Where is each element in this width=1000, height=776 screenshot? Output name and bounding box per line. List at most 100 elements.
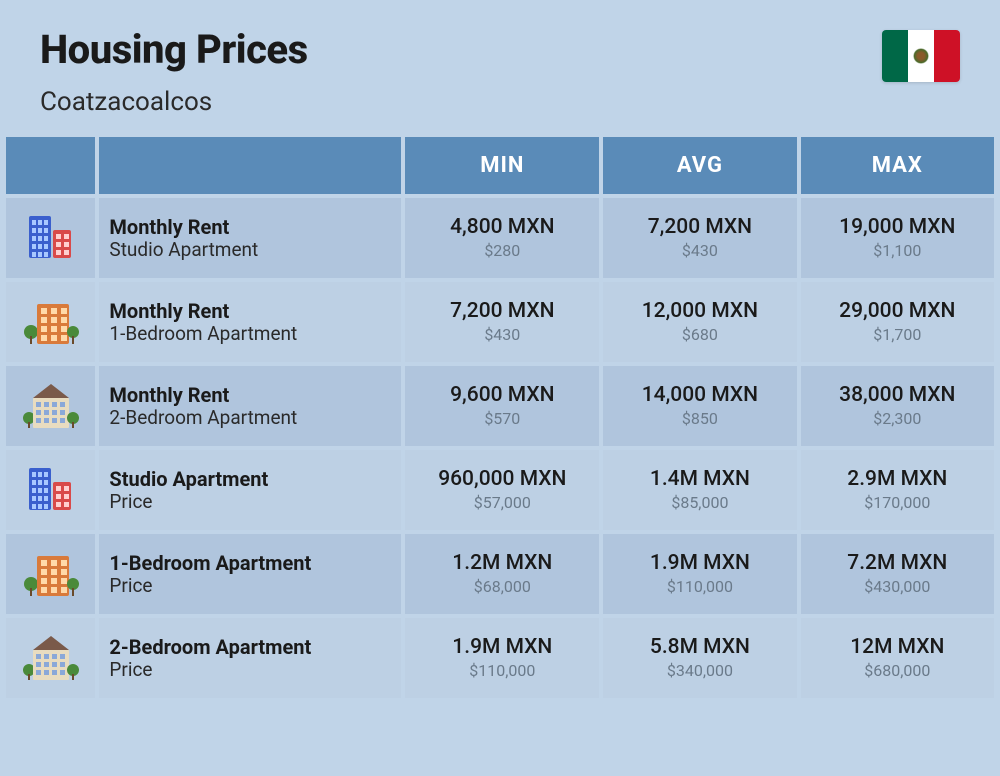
row-subtitle: 1-Bedroom Apartment	[109, 323, 391, 345]
row-icon-cell	[6, 198, 95, 278]
value-usd: $1,700	[811, 325, 984, 344]
row-icon-cell	[6, 366, 95, 446]
cell-min: 1.2M MXN $68,000	[405, 534, 599, 614]
value-mxn: 7,200 MXN	[415, 300, 589, 323]
row-label-cell: 1-Bedroom ApartmentPrice	[99, 534, 401, 614]
cell-min: 9,600 MXN $570	[405, 366, 599, 446]
header-max: MAX	[801, 137, 994, 194]
building-house-icon	[23, 378, 79, 430]
table-row: Monthly Rent2-Bedroom Apartment9,600 MXN…	[6, 366, 994, 446]
value-usd: $110,000	[613, 577, 786, 596]
table-row: Monthly RentStudio Apartment 4,800 MXN $28…	[6, 198, 994, 278]
value-mxn: 1.2M MXN	[415, 552, 589, 575]
cell-min: 4,800 MXN $280	[405, 198, 599, 278]
cell-avg: 5.8M MXN $340,000	[603, 618, 796, 698]
value-mxn: 1.9M MXN	[415, 636, 589, 659]
page-subtitle: Coatzacoalcos	[40, 87, 960, 117]
value-usd: $430	[415, 325, 589, 344]
header-avg: AVG	[603, 137, 796, 194]
value-mxn: 7,200 MXN	[613, 216, 786, 239]
value-mxn: 2.9M MXN	[811, 468, 984, 491]
row-title: Monthly Rent	[109, 300, 391, 323]
row-icon-cell	[6, 450, 95, 530]
table-row: 1-Bedroom ApartmentPrice1.2M MXN$68,0001…	[6, 534, 994, 614]
cell-min: 7,200 MXN $430	[405, 282, 599, 362]
value-usd: $68,000	[415, 577, 589, 596]
value-mxn: 12,000 MXN	[613, 300, 786, 323]
pricing-table: MIN AVG MAX Monthly RentStudio Apartment…	[0, 133, 1000, 702]
value-usd: $85,000	[613, 493, 786, 512]
value-usd: $340,000	[613, 661, 786, 680]
row-title: Monthly Rent	[109, 216, 391, 239]
value-usd: $57,000	[415, 493, 589, 512]
cell-max: 38,000 MXN $2,300	[801, 366, 994, 446]
cell-min: 1.9M MXN $110,000	[405, 618, 599, 698]
value-mxn: 14,000 MXN	[613, 384, 786, 407]
cell-max: 2.9M MXN $170,000	[801, 450, 994, 530]
value-mxn: 1.4M MXN	[613, 468, 786, 491]
value-mxn: 38,000 MXN	[811, 384, 984, 407]
mexico-flag-icon	[882, 30, 960, 82]
table-row: 2-Bedroom ApartmentPrice 1.9M MXN $110,000…	[6, 618, 994, 698]
value-mxn: 1.9M MXN	[613, 552, 786, 575]
row-label-cell: Monthly Rent1-Bedroom Apartment	[99, 282, 401, 362]
row-subtitle: Price	[109, 575, 391, 597]
row-label-cell: 2-Bedroom ApartmentPrice	[99, 618, 401, 698]
value-usd: $430,000	[811, 577, 984, 596]
row-subtitle: Price	[109, 491, 391, 513]
value-mxn: 5.8M MXN	[613, 636, 786, 659]
value-usd: $680,000	[811, 661, 984, 680]
building-blue-red-icon	[23, 210, 79, 262]
value-usd: $680	[613, 325, 786, 344]
building-blue-red-icon	[23, 462, 79, 514]
cell-max: 29,000 MXN $1,700	[801, 282, 994, 362]
cell-max: 19,000 MXN $1,100	[801, 198, 994, 278]
cell-avg: 7,200 MXN $430	[603, 198, 796, 278]
row-subtitle: Studio Apartment	[109, 239, 391, 261]
value-mxn: 4,800 MXN	[415, 216, 589, 239]
page-title: Housing Prices	[40, 26, 960, 73]
value-usd: $2,300	[811, 409, 984, 428]
row-label-cell: Monthly RentStudio Apartment	[99, 198, 401, 278]
value-usd: $1,100	[811, 241, 984, 260]
building-orange-icon	[23, 294, 79, 346]
cell-avg: 1.9M MXN $110,000	[603, 534, 796, 614]
table-header-row: MIN AVG MAX	[6, 137, 994, 194]
value-usd: $430	[613, 241, 786, 260]
building-orange-icon	[23, 546, 79, 598]
value-mxn: 7.2M MXN	[811, 552, 984, 575]
row-title: Monthly Rent	[109, 384, 391, 407]
value-usd: $110,000	[415, 661, 589, 680]
row-title: 2-Bedroom Apartment	[109, 636, 391, 659]
value-usd: $850	[613, 409, 786, 428]
header-blank-label	[99, 137, 401, 194]
building-house-icon	[23, 630, 79, 682]
value-usd: $280	[415, 241, 589, 260]
header-blank-icon	[6, 137, 95, 194]
value-mxn: 29,000 MXN	[811, 300, 984, 323]
row-subtitle: 2-Bedroom Apartment	[109, 407, 391, 429]
cell-min: 960,000 MXN $57,000	[405, 450, 599, 530]
value-usd: $570	[415, 409, 589, 428]
value-mxn: 960,000 MXN	[415, 468, 589, 491]
header: Housing Prices Coatzacoalcos	[0, 0, 1000, 133]
cell-avg: 12,000 MXN $680	[603, 282, 796, 362]
value-usd: $170,000	[811, 493, 984, 512]
value-mxn: 9,600 MXN	[415, 384, 589, 407]
cell-max: 12M MXN $680,000	[801, 618, 994, 698]
row-icon-cell	[6, 618, 95, 698]
cell-avg: 14,000 MXN $850	[603, 366, 796, 446]
cell-avg: 1.4M MXN $85,000	[603, 450, 796, 530]
row-title: 1-Bedroom Apartment	[109, 552, 391, 575]
row-label-cell: Studio ApartmentPrice	[99, 450, 401, 530]
table-row: Monthly Rent1-Bedroom Apartment7,200 MXN…	[6, 282, 994, 362]
table-row: Studio ApartmentPrice 960,000 MXN $57,000 1…	[6, 450, 994, 530]
row-label-cell: Monthly Rent2-Bedroom Apartment	[99, 366, 401, 446]
value-mxn: 12M MXN	[811, 636, 984, 659]
row-icon-cell	[6, 534, 95, 614]
cell-max: 7.2M MXN $430,000	[801, 534, 994, 614]
row-icon-cell	[6, 282, 95, 362]
value-mxn: 19,000 MXN	[811, 216, 984, 239]
row-subtitle: Price	[109, 659, 391, 681]
row-title: Studio Apartment	[109, 468, 391, 491]
